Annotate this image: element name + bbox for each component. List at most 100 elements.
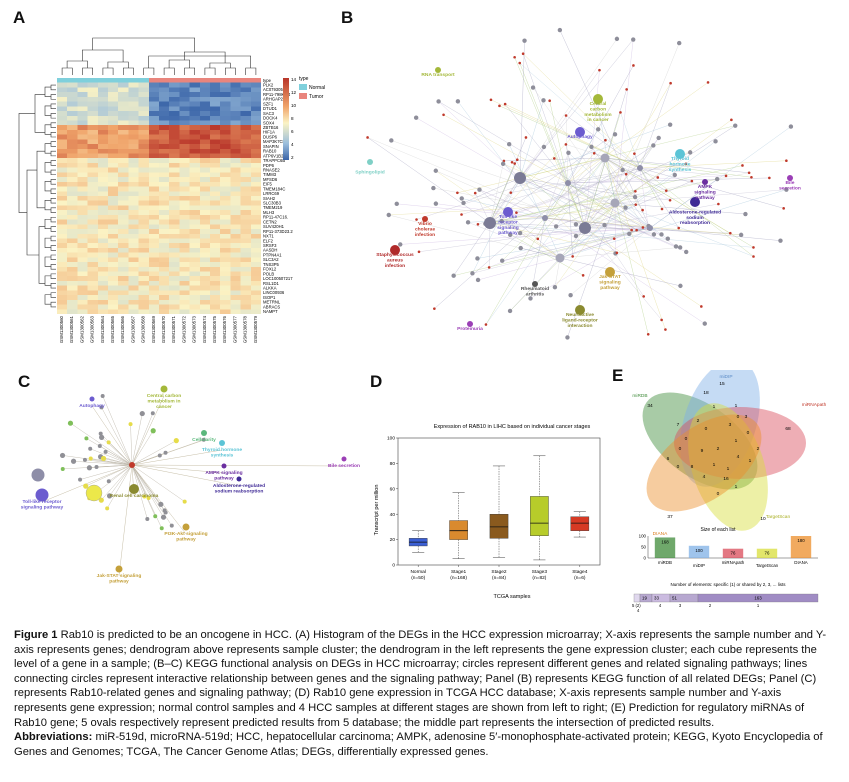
gene-node-gray	[568, 292, 573, 298]
heatmap-cell	[169, 82, 180, 88]
heatmap-cell	[57, 115, 68, 121]
gene-node	[612, 237, 616, 240]
heatmap-cell	[77, 139, 88, 145]
gene-node	[668, 198, 672, 202]
heatmap-cell	[230, 290, 241, 296]
heatmap-cell	[118, 101, 129, 107]
heatmap-cell	[57, 252, 68, 258]
heatmap-cell	[179, 181, 190, 187]
heatmap-cell	[138, 309, 149, 314]
intersection-value: 33	[654, 596, 659, 601]
gene-node	[105, 506, 110, 511]
heatmap-cell	[240, 285, 251, 291]
heatmap-cell	[179, 129, 190, 135]
gene-node	[724, 174, 728, 178]
heatmap-cell	[57, 92, 68, 97]
heatmap-cell	[77, 162, 88, 168]
gene-node-gray	[589, 144, 594, 150]
gene-node-gray	[677, 245, 683, 250]
network-edge	[567, 175, 727, 184]
heatmap-cell	[220, 134, 231, 140]
gene-node	[150, 428, 156, 434]
heatmap-cell	[128, 186, 139, 192]
heatmap-cell	[230, 233, 241, 239]
heatmap-cell	[210, 96, 221, 102]
heatmap-cell	[199, 162, 210, 168]
heatmap-cell	[189, 295, 200, 300]
bar-y-tick: 50	[641, 545, 646, 550]
heatmap-cell	[159, 299, 170, 305]
heatmap-cell	[57, 280, 68, 286]
gene-label: LINC00936	[263, 290, 285, 295]
heatmap-cell	[220, 210, 231, 215]
heatmap-cell	[118, 205, 129, 211]
heatmap-cell	[57, 87, 68, 93]
gene-node-gray	[541, 144, 547, 150]
heatmap-cell	[118, 111, 129, 116]
gene-node-gray	[743, 211, 748, 217]
network-edge	[468, 222, 561, 259]
heatmap-cell	[240, 271, 251, 277]
heatmap-cell	[220, 290, 231, 296]
gene-label: ISOP1	[263, 295, 276, 300]
heatmap-cell	[87, 257, 98, 263]
dendrogram-branch	[50, 292, 56, 298]
heatmap-cell	[240, 101, 251, 107]
heatmap-cell	[210, 257, 221, 263]
heatmap-cell	[97, 219, 108, 225]
network-edge	[554, 257, 561, 288]
heatmap-cell	[138, 129, 149, 135]
pathway-node	[593, 94, 603, 104]
venn-count: 3	[729, 422, 732, 428]
heatmap-cell	[240, 233, 251, 239]
pathway-label: Aldosterone-regulated sodium reabsorption	[669, 209, 721, 226]
heatmap-cell	[148, 162, 159, 168]
heatmap-cell	[148, 196, 159, 201]
heatmap-cell	[189, 87, 200, 93]
heatmap-cell	[240, 82, 251, 88]
heatmap-cell	[159, 196, 170, 201]
heatmap-cell	[128, 271, 139, 277]
x-tick-n: (n=6)	[574, 575, 586, 581]
heatmap-cell	[189, 229, 200, 234]
heatmap-cell	[138, 186, 149, 192]
network-edge	[559, 247, 681, 259]
type-bar-cell	[77, 78, 88, 83]
heatmap-cell	[97, 238, 108, 244]
gene-label: SOX4	[263, 120, 275, 125]
heatmap-cell	[138, 285, 149, 291]
heatmap-cell	[118, 186, 129, 192]
heatmap-cell	[169, 280, 180, 286]
sample-label: GSM1300561	[69, 315, 74, 343]
heatmap-cell	[179, 148, 190, 154]
network-edge	[584, 203, 719, 229]
heatmap-cell	[138, 144, 149, 149]
heatmap-cell	[128, 200, 139, 206]
heatmap-cell	[210, 148, 221, 154]
heatmap-cell	[138, 82, 149, 88]
gene-node-gray	[475, 256, 480, 261]
heatmap-cell	[118, 262, 129, 267]
heatmap-cell	[148, 101, 159, 107]
dendrogram-branch	[50, 131, 56, 138]
color-scale-tick: 8	[291, 116, 294, 121]
dendrogram-branch	[50, 188, 56, 194]
sample-label: GSM1300564	[100, 315, 105, 343]
heatmap-cell	[230, 219, 241, 225]
heatmap-cell	[230, 262, 241, 267]
heatmap-cell	[240, 177, 251, 182]
heatmap-cell	[230, 162, 241, 168]
heatmap-cell	[138, 304, 149, 310]
heatmap-cell	[67, 96, 78, 102]
heatmap-cell	[230, 167, 241, 173]
heatmap-cell	[230, 139, 241, 145]
gene-node	[548, 99, 551, 103]
heatmap-cell	[220, 238, 231, 244]
heatmap-cell	[118, 295, 129, 300]
gene-node-gray	[687, 150, 693, 155]
heatmap-cell	[169, 247, 180, 253]
pathway-node	[702, 179, 708, 185]
heatmap-cell	[240, 144, 251, 149]
heatmap-cell	[87, 214, 98, 220]
network-edge	[84, 459, 133, 466]
